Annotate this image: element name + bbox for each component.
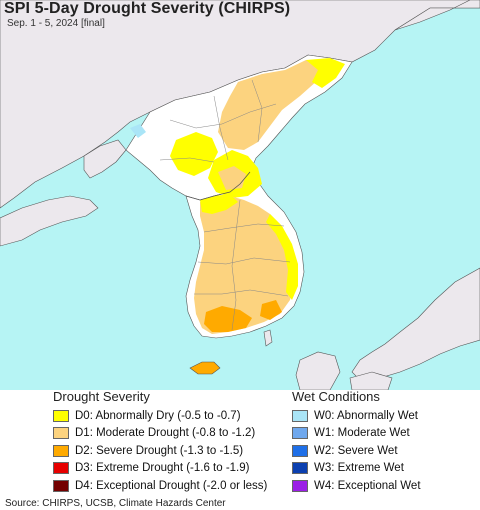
legend-swatch-w0 (292, 409, 308, 422)
map-title: SPI 5-Day Drought Severity (CHIRPS) (4, 0, 291, 17)
province-borders (159, 79, 291, 331)
d1-zone-kaesong (218, 166, 246, 190)
legend-label-w1: W1: Moderate Wet (314, 427, 410, 440)
legend-label-w4: W4: Exceptional Wet (314, 479, 421, 492)
wet-legend-title: Wet Conditions (292, 389, 380, 404)
legend-item-d2: D2: Severe Drought (-1.3 to -1.5) (53, 442, 267, 460)
source-credit: Source: CHIRPS, UCSB, Climate Hazards Ce… (5, 498, 226, 509)
d0-zone-central-north (170, 132, 218, 176)
legend-item-w4: W4: Exceptional Wet (292, 477, 421, 495)
legend-item-d4: D4: Exceptional Drought (-2.0 or less) (53, 477, 267, 495)
d1-zone-south-korea (194, 196, 294, 334)
legend-item-d1: D1: Moderate Drought (-0.8 to -1.2) (53, 425, 267, 443)
drought-legend: Drought Severity D0: Abnormally Dry (-0.… (53, 389, 267, 495)
legend-label-w0: W0: Abnormally Wet (314, 409, 418, 422)
map-date: Sep. 1 - 5, 2024 [final] (7, 18, 105, 29)
legend-swatch-w2 (292, 444, 308, 457)
d0-zone-northeast-coast (306, 58, 345, 88)
legend-label-d4: D4: Exceptional Drought (-2.0 or less) (75, 479, 268, 492)
drought-map (0, 0, 480, 390)
d2-zone-south-coast (204, 306, 252, 332)
legend-item-d0: D0: Abnormally Dry (-0.5 to -0.7) (53, 407, 267, 425)
dmz-border-line (185, 171, 251, 201)
legend-swatch-w1 (292, 427, 308, 440)
d0-zone-seoul (200, 194, 238, 214)
japan-shikoku (349, 371, 393, 390)
legend-swatch-d2 (53, 444, 69, 457)
legend-swatch-d3 (53, 462, 69, 475)
d1-zone-northeast (218, 60, 325, 150)
jeju-island (189, 361, 221, 375)
shandong-peninsula (0, 195, 99, 247)
drought-legend-title: Drought Severity (53, 389, 150, 404)
legend-item-w0: W0: Abnormally Wet (292, 407, 421, 425)
japan-honshu (351, 267, 480, 381)
legend-item-w1: W1: Moderate Wet (292, 425, 421, 443)
russia-coast (394, 0, 480, 31)
d0-zone-east-coast (266, 214, 298, 300)
legend-swatch-w3 (292, 462, 308, 475)
wet-legend: Wet Conditions W0: Abnormally Wet W1: Mo… (292, 389, 421, 495)
tsushima-island (263, 329, 273, 347)
legend-label-d0: D0: Abnormally Dry (-0.5 to -0.7) (75, 409, 241, 422)
legend-label-d3: D3: Extreme Drought (-1.6 to -1.9) (75, 462, 250, 475)
w0-zone-west (130, 124, 146, 138)
liaodong-peninsula (83, 139, 127, 179)
japan-kyushu (295, 351, 341, 390)
legend-swatch-d1 (53, 427, 69, 440)
legend-label-w2: W2: Severe Wet (314, 444, 398, 457)
legend-label-d2: D2: Severe Drought (-1.3 to -1.5) (75, 444, 244, 457)
legend-swatch-d4 (53, 479, 69, 492)
legend-swatch-d0 (53, 409, 69, 422)
d2-zone-southeast (260, 300, 282, 320)
legend-label-d1: D1: Moderate Drought (-0.8 to -1.2) (75, 427, 256, 440)
legend-item-w3: W3: Extreme Wet (292, 460, 421, 478)
legend-item-w2: W2: Severe Wet (292, 442, 421, 460)
legend-label-w3: W3: Extreme Wet (314, 462, 404, 475)
legend-swatch-w4 (292, 479, 308, 492)
legend-item-d3: D3: Extreme Drought (-1.6 to -1.9) (53, 460, 267, 478)
